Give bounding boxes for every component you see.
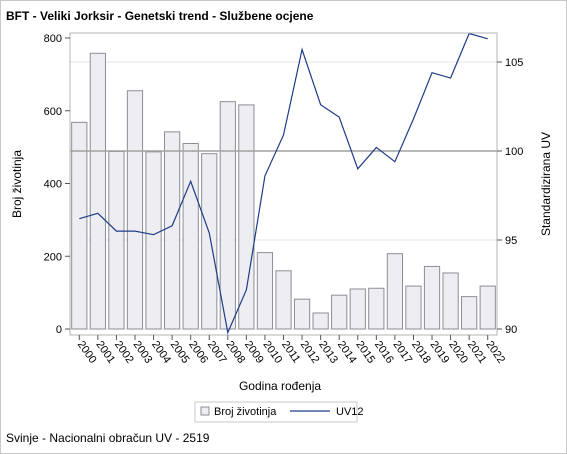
- right-tick-label: 95: [505, 235, 517, 247]
- bar-2002: [108, 150, 125, 330]
- bar-2009: [238, 104, 255, 330]
- x-tick-label: 2005: [168, 339, 192, 366]
- legend: Broj životinja UV12: [194, 401, 364, 423]
- bar-2008: [219, 101, 236, 330]
- x-tick-label: 2001: [93, 339, 117, 366]
- legend-frame: [194, 401, 358, 423]
- x-tick-label: 2004: [149, 339, 173, 366]
- footnote: Svinje - Nacionalni obračun UV - 2519: [6, 431, 210, 445]
- x-tick-label: 2015: [353, 339, 377, 366]
- x-tick-label: 2002: [112, 339, 136, 366]
- x-tick-label: 2007: [205, 339, 229, 366]
- bar-2010: [256, 252, 274, 330]
- left-axis: 0 200 400 600 800: [44, 33, 70, 336]
- bar-2018: [405, 285, 422, 330]
- x-tick-label: 2000: [75, 339, 99, 366]
- bar-2014: [331, 294, 348, 330]
- x-tick-label: 2020: [446, 339, 470, 366]
- bar-2019: [423, 265, 441, 330]
- x-axis: 2000200120022003200420052006200720082009…: [75, 335, 507, 366]
- left-tick-label: 600: [44, 106, 62, 118]
- bar-2003: [126, 90, 144, 330]
- bar-2012: [293, 298, 311, 330]
- x-tick-label: 2013: [316, 339, 340, 366]
- left-tick-label: 200: [44, 251, 62, 263]
- bar-2011: [275, 270, 292, 330]
- left-tick-label: 800: [44, 33, 62, 45]
- x-tick-label: 2017: [390, 339, 414, 366]
- bar-2015: [349, 288, 366, 330]
- bar-2000: [71, 121, 88, 330]
- x-tick-label: 2009: [242, 339, 266, 366]
- bar-2017: [386, 253, 404, 330]
- x-tick-label: 2008: [223, 339, 247, 366]
- right-tick-label: 90: [505, 324, 517, 336]
- bar-2022: [479, 285, 496, 330]
- x-axis-label: Godina rođenja: [239, 379, 321, 393]
- bar-2020: [442, 272, 459, 330]
- x-tick-label: 2021: [465, 339, 489, 366]
- x-tick-label: 2022: [483, 339, 507, 366]
- right-axis: 90 95 100 105: [497, 57, 523, 336]
- legend-line-label: UV12: [336, 406, 364, 418]
- x-tick-label: 2003: [131, 339, 155, 366]
- right-tick-label: 100: [505, 146, 523, 158]
- x-tick-label: 2006: [186, 339, 210, 366]
- y-axis-label-right: Standardizirana UV: [539, 132, 553, 236]
- uv12-line: [79, 32, 488, 335]
- right-tick-label: 105: [505, 57, 523, 69]
- legend-bar-swatch: [200, 406, 210, 416]
- x-tick-label: 2016: [372, 339, 396, 366]
- bar-series: [71, 52, 496, 330]
- x-tick-label: 2011: [279, 339, 302, 365]
- chart-title: BFT - Veliki Jorksir - Genetski trend - …: [6, 9, 314, 23]
- bar-2016: [368, 287, 385, 330]
- bar-2006: [182, 142, 199, 330]
- bar-2004: [145, 151, 162, 330]
- left-tick-label: 400: [44, 179, 62, 191]
- left-tick-label: 0: [56, 324, 62, 336]
- bar-2001: [89, 52, 106, 330]
- x-tick-label: 2012: [298, 339, 322, 366]
- bar-2007: [201, 153, 218, 330]
- legend-bar-label: Broj životinja: [214, 406, 277, 418]
- x-tick-label: 2014: [335, 339, 359, 366]
- x-tick-label: 2010: [260, 339, 284, 366]
- bar-2021: [461, 296, 478, 330]
- y-axis-label-left: Broj životinja: [10, 150, 24, 218]
- bar-2005: [163, 131, 181, 330]
- x-tick-label: 2019: [428, 339, 452, 366]
- x-tick-label: 2018: [409, 339, 433, 366]
- bar-2013: [312, 312, 329, 330]
